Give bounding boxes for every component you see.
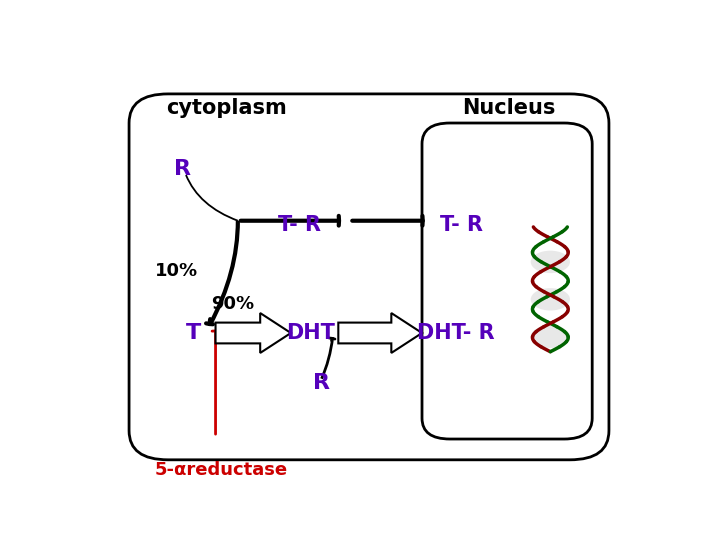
FancyBboxPatch shape <box>129 94 609 460</box>
Text: T: T <box>186 323 201 343</box>
Text: 5-αreductase: 5-αreductase <box>155 461 288 479</box>
Text: T- R: T- R <box>440 215 482 235</box>
Text: 10%: 10% <box>155 261 198 280</box>
FancyBboxPatch shape <box>422 123 592 439</box>
Text: DHT: DHT <box>286 323 335 343</box>
Ellipse shape <box>531 251 570 273</box>
Ellipse shape <box>531 288 570 310</box>
Ellipse shape <box>519 224 582 355</box>
Text: T- R: T- R <box>278 215 320 235</box>
Ellipse shape <box>531 326 570 348</box>
FancyArrow shape <box>338 313 422 353</box>
FancyArrow shape <box>215 313 291 353</box>
Text: R: R <box>174 159 191 179</box>
Text: cytoplasm: cytoplasm <box>166 98 287 118</box>
Text: 90%: 90% <box>211 295 254 313</box>
Text: Nucleus: Nucleus <box>462 98 555 118</box>
Text: R: R <box>313 373 330 393</box>
Text: DHT- R: DHT- R <box>417 323 495 343</box>
